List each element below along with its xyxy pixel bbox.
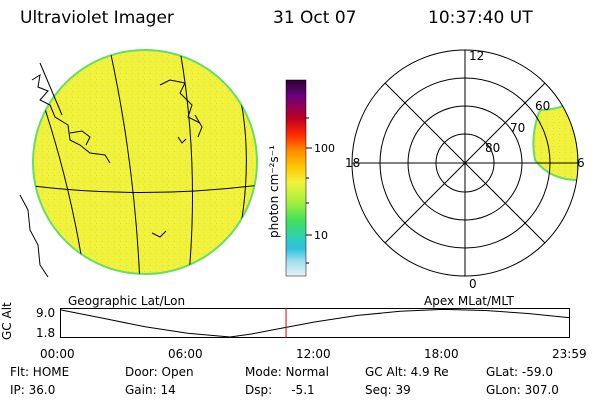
mlt-label-18: 18 bbox=[345, 156, 360, 170]
xtick-1800: 18:00 bbox=[424, 347, 459, 361]
status-gain: Gain: 14 bbox=[125, 383, 176, 397]
status-flt: Flt: HOME bbox=[10, 365, 70, 379]
colorbar: 100 10 photon cm⁻²s⁻¹ bbox=[267, 79, 335, 277]
altitude-timeline bbox=[59, 308, 571, 338]
xtick-2359: 23:59 bbox=[552, 347, 587, 361]
time-label: 10:37:40 UT bbox=[428, 8, 533, 28]
colorbar-tick-10: 10 bbox=[314, 229, 328, 242]
mlat-label-80: 80 bbox=[485, 141, 500, 155]
instrument-title: Ultraviolet Imager bbox=[20, 8, 174, 28]
status-door: Door: Open bbox=[125, 365, 194, 379]
altitude-curve bbox=[59, 308, 571, 338]
xtick-0600: 06:00 bbox=[168, 347, 203, 361]
status-glon: GLon: 307.0 bbox=[486, 383, 559, 397]
status-seq: Seq: 39 bbox=[365, 383, 411, 397]
status-dsp: Dsp: -5.1 bbox=[245, 383, 315, 397]
mlt-label-6: 6 bbox=[577, 156, 585, 170]
timeline-ytick-bottom: 1.8 bbox=[36, 326, 56, 340]
coastlines bbox=[19, 73, 203, 278]
status-glat: GLat: -59.0 bbox=[486, 365, 553, 379]
polar-panel-label: Apex MLat/MLT bbox=[424, 294, 514, 308]
mlat-label-60: 60 bbox=[535, 99, 550, 113]
colorbar-gradient bbox=[285, 79, 307, 277]
date-label: 31 Oct 07 bbox=[273, 8, 357, 28]
xtick-1200: 12:00 bbox=[296, 347, 331, 361]
status-ip: IP: 36.0 bbox=[10, 383, 56, 397]
timeline-ylabel: GC Alt bbox=[0, 302, 14, 340]
geographic-globe bbox=[19, 49, 258, 278]
polar-plot: 12 0 18 6 60 70 80 bbox=[345, 49, 585, 291]
mlat-label-70: 70 bbox=[510, 121, 525, 135]
xtick-0000: 00:00 bbox=[40, 347, 75, 361]
colorbar-unit-label: photon cm⁻²s⁻¹ bbox=[267, 145, 281, 238]
mlt-label-12: 12 bbox=[469, 49, 484, 63]
geo-panel-label: Geographic Lat/Lon bbox=[68, 294, 186, 308]
timeline-ytick-top: 9.0 bbox=[36, 306, 56, 320]
colorbar-tick-100: 100 bbox=[314, 142, 335, 155]
mlt-label-0: 0 bbox=[469, 277, 477, 291]
uv-image-disk bbox=[32, 49, 258, 275]
status-mode: Mode: Normal bbox=[245, 365, 329, 379]
status-gc-alt: GC Alt: 4.9 Re bbox=[365, 365, 449, 379]
